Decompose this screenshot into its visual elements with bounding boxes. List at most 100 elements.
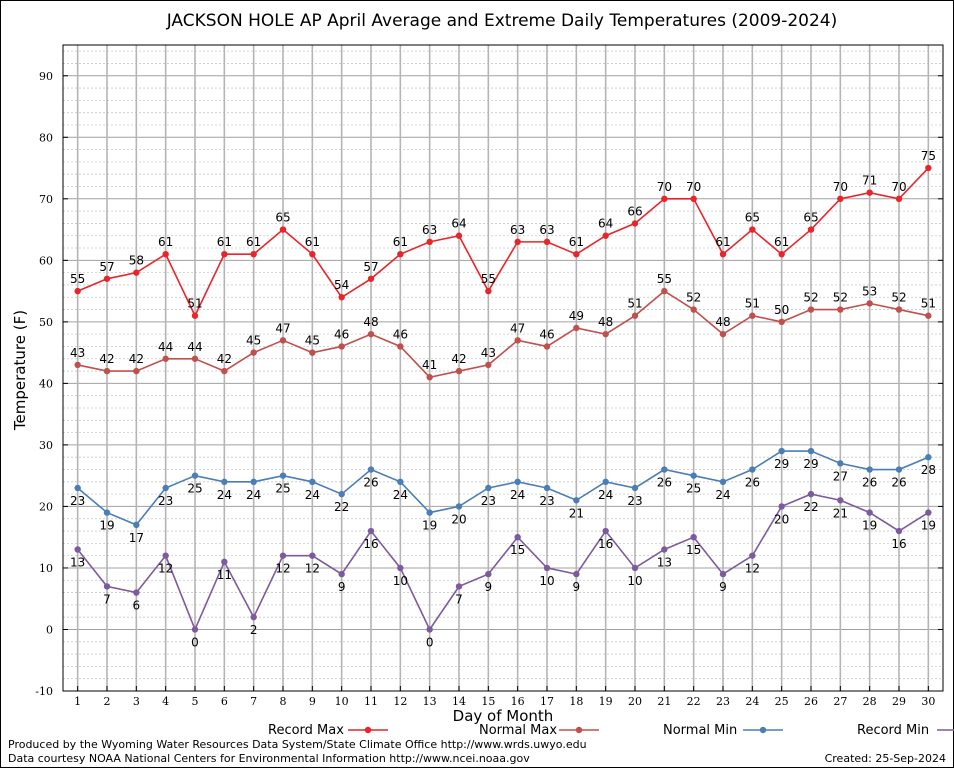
- data-label-normal-max: 45: [246, 334, 261, 348]
- x-tick-label: 29: [892, 695, 906, 708]
- data-point-record-min: [367, 527, 375, 535]
- x-tick-label: 24: [745, 695, 759, 708]
- data-label-normal-min: 21: [569, 506, 584, 520]
- data-point-record-min: [309, 552, 316, 559]
- data-point-record-min: [279, 552, 287, 559]
- x-tick-label: 25: [775, 695, 789, 708]
- data-point-normal-max: [221, 367, 228, 375]
- data-label-record-min: 9: [719, 580, 727, 594]
- data-label-normal-max: 46: [539, 327, 554, 341]
- x-tick-label: 12: [393, 695, 407, 708]
- data-label-record-max: 57: [363, 260, 378, 274]
- x-tick-label: 19: [599, 695, 613, 708]
- data-label-record-max: 61: [158, 235, 173, 249]
- data-point-record-min: [573, 570, 580, 578]
- data-label-normal-min: 29: [774, 457, 789, 471]
- data-label-normal-max: 52: [686, 291, 701, 305]
- data-point-record-min: [543, 564, 551, 572]
- data-label-record-max: 58: [129, 254, 144, 268]
- data-point-record-max: [602, 232, 609, 239]
- data-point-record-min: [514, 533, 521, 541]
- data-label-normal-max: 51: [921, 297, 936, 311]
- data-label-normal-min: 26: [657, 476, 672, 490]
- data-point-record-max: [397, 250, 404, 258]
- data-label-normal-min: 27: [833, 469, 848, 483]
- data-label-normal-max: 46: [393, 327, 408, 341]
- data-label-normal-min: 24: [246, 488, 261, 502]
- data-point-normal-max: [661, 287, 668, 295]
- series-line-record-max: [77, 167, 929, 318]
- x-tick-label: 7: [250, 695, 257, 708]
- data-point-record-max: [778, 250, 785, 258]
- y-tick-label: 50: [39, 316, 53, 329]
- data-label-normal-max: 50: [774, 303, 789, 317]
- data-label-normal-max: 52: [833, 291, 848, 305]
- data-point-normal-min: [866, 466, 873, 473]
- data-point-normal-max: [895, 306, 903, 313]
- data-point-normal-min: [778, 447, 785, 455]
- legend-marker-normal-min: [759, 726, 767, 734]
- data-label-record-min: 20: [774, 512, 789, 526]
- data-label-normal-max: 44: [187, 340, 202, 354]
- data-label-normal-max: 53: [862, 284, 877, 298]
- data-label-record-max: 54: [334, 278, 349, 292]
- data-label-normal-max: 43: [481, 346, 496, 360]
- data-label-record-min: 22: [803, 500, 818, 514]
- data-label-record-min: 12: [745, 562, 760, 576]
- data-point-normal-min: [661, 466, 668, 473]
- data-point-record-min: [338, 570, 345, 578]
- data-point-record-max: [338, 294, 345, 301]
- data-label-normal-min: 29: [803, 457, 818, 471]
- data-label-normal-min: 24: [217, 488, 232, 502]
- data-point-record-min: [103, 583, 111, 590]
- data-label-record-max: 64: [598, 217, 613, 231]
- data-point-record-min: [485, 570, 492, 578]
- data-label-normal-min: 23: [70, 494, 85, 508]
- data-label-normal-max: 51: [745, 297, 760, 311]
- data-label-normal-max: 51: [627, 297, 642, 311]
- data-label-record-max: 63: [422, 223, 437, 237]
- data-point-record-max: [309, 250, 316, 258]
- y-tick-label: 90: [39, 70, 53, 83]
- data-point-record-min: [162, 552, 169, 559]
- data-point-normal-max: [514, 337, 521, 344]
- data-point-normal-max: [103, 367, 111, 375]
- data-point-normal-min: [719, 478, 727, 486]
- data-label-record-max: 61: [569, 235, 584, 249]
- data-point-record-max: [749, 226, 756, 233]
- footer-created-date: Created: 25-Sep-2024: [825, 752, 946, 765]
- data-point-normal-max: [367, 330, 375, 338]
- data-point-normal-max: [455, 367, 463, 375]
- data-label-record-min: 0: [426, 635, 434, 649]
- data-label-record-min: 7: [103, 592, 111, 606]
- data-point-normal-max: [279, 337, 287, 344]
- data-label-normal-min: 26: [862, 476, 877, 490]
- data-point-record-max: [279, 226, 287, 233]
- data-point-record-max: [103, 275, 111, 282]
- data-label-normal-max: 42: [451, 352, 466, 366]
- data-point-record-max: [925, 164, 932, 172]
- data-label-record-min: 19: [862, 519, 877, 533]
- data-label-record-max: 71: [862, 174, 877, 188]
- data-label-normal-min: 23: [539, 494, 554, 508]
- data-point-record-min: [749, 552, 756, 559]
- data-point-normal-min: [837, 460, 844, 467]
- y-tick-label: 0: [46, 623, 53, 636]
- x-tick-label: 14: [452, 695, 466, 708]
- data-label-record-max: 75: [921, 149, 936, 163]
- data-point-record-max: [631, 220, 639, 227]
- x-tick-label: 6: [221, 695, 228, 708]
- data-label-record-min: 16: [363, 537, 378, 551]
- data-label-normal-min: 17: [129, 531, 144, 545]
- data-label-normal-max: 41: [422, 358, 437, 372]
- data-point-record-min: [426, 626, 433, 633]
- data-point-normal-max: [690, 306, 697, 313]
- data-point-normal-max: [191, 355, 199, 362]
- footer-data-courtesy: Data courtesy NOAA National Centers for …: [8, 752, 530, 765]
- x-tick-label: 27: [833, 695, 847, 708]
- x-tick-label: 15: [481, 695, 495, 708]
- data-label-record-max: 65: [803, 211, 818, 225]
- data-point-record-min: [250, 613, 257, 621]
